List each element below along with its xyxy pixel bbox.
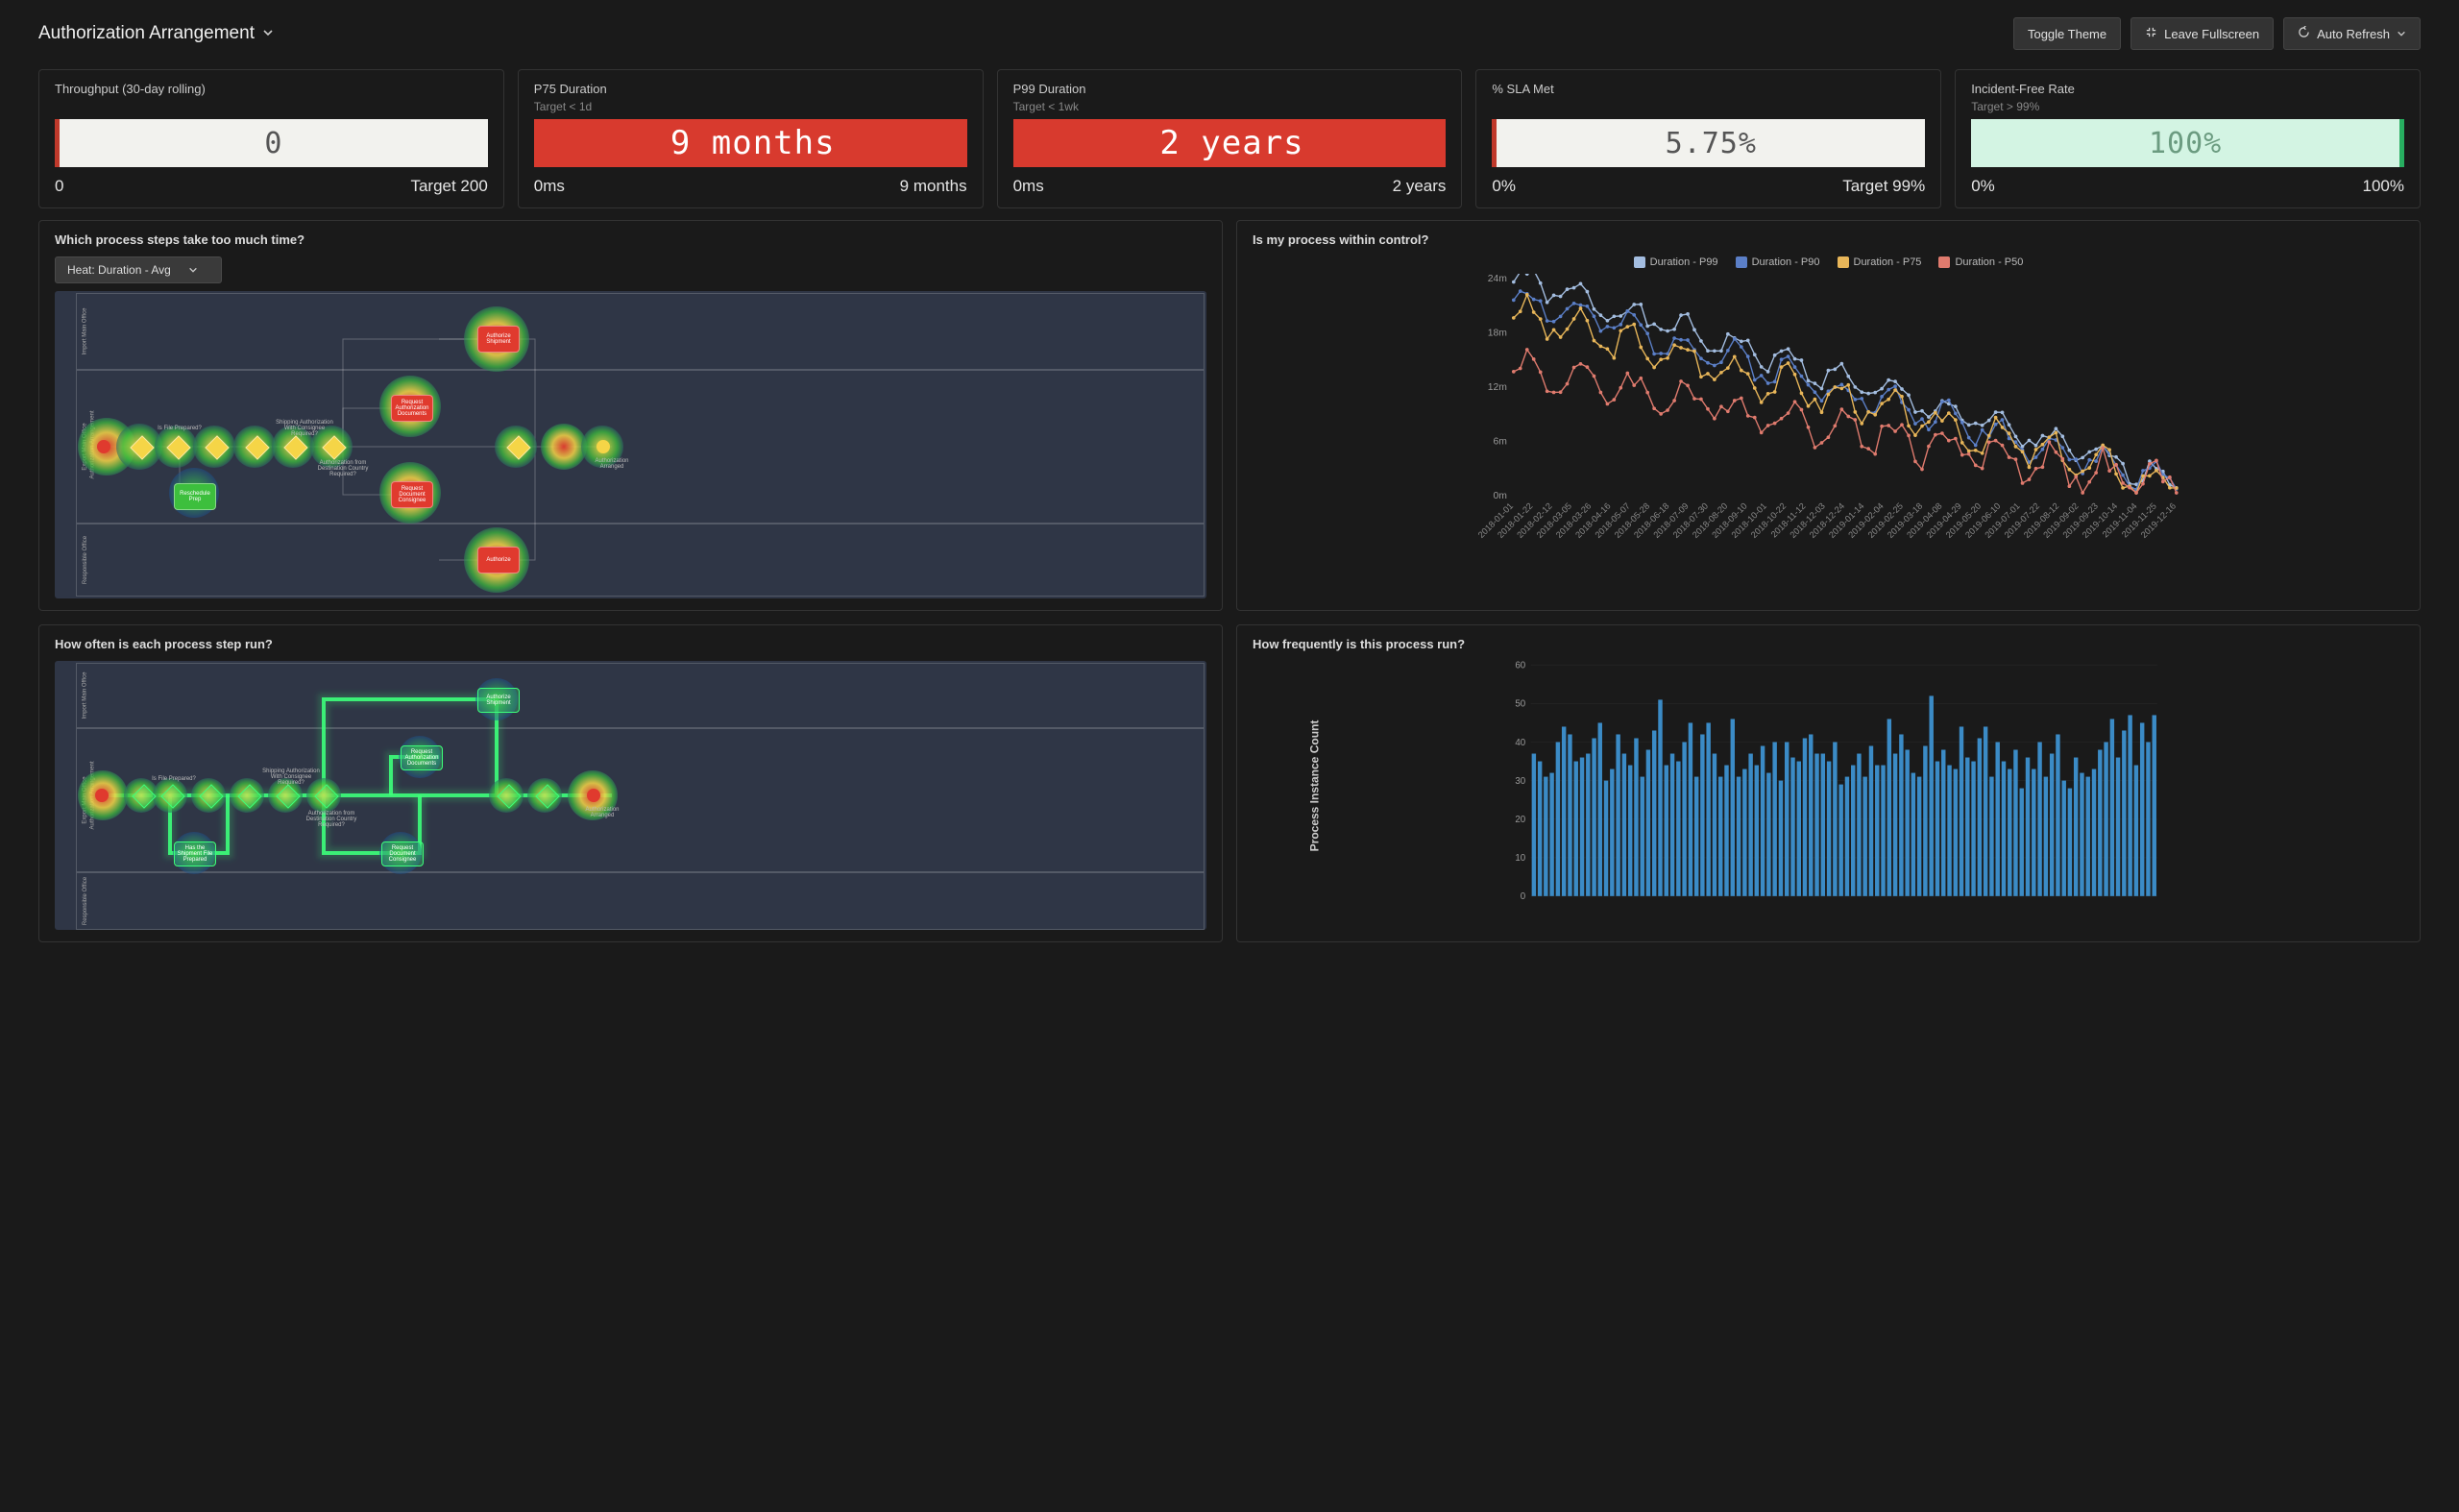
kpi-gauge: 100% [1971, 119, 2404, 167]
svg-text:12m: 12m [1488, 382, 1507, 393]
svg-text:40: 40 [1515, 738, 1525, 748]
panel-process-frequency-bars: How frequently is this process run? Proc… [1236, 624, 2421, 942]
kpi-card: Incident-Free Rate Target > 99% 100% 0%1… [1955, 69, 2421, 208]
kpi-target-note: Target < 1wk [1013, 100, 1447, 115]
kpi-scale: 0ms9 months [534, 177, 967, 196]
svg-text:18m: 18m [1488, 329, 1507, 339]
process-instance-bar-chart[interactable]: Process Instance Count 0 10 20 30 40 50 60 [1253, 661, 2404, 911]
kpi-scale: 0%Target 99% [1492, 177, 1925, 196]
bpmn-heatmap-diagram[interactable]: Authorization ArrangementImport Main Off… [55, 291, 1206, 598]
dashboard-title-dropdown[interactable]: Authorization Arrangement [38, 23, 274, 44]
fullscreen-exit-icon [2145, 26, 2157, 41]
bpmn-frequency-diagram[interactable]: Authorization ArrangementImport Main Off… [55, 661, 1206, 930]
chevron-down-icon [188, 265, 198, 275]
leave-fullscreen-label: Leave Fullscreen [2164, 27, 2259, 41]
kpi-title: Incident-Free Rate [1971, 82, 2404, 96]
svg-text:20: 20 [1515, 815, 1525, 825]
kpi-title: P99 Duration [1013, 82, 1447, 96]
duration-percentile-chart[interactable]: 24m18m12m6m0m2018-01-012018-01-222018-02… [1253, 274, 2404, 562]
svg-text:0: 0 [1521, 891, 1526, 902]
toggle-theme-label: Toggle Theme [2028, 27, 2106, 41]
kpi-gauge: 2 years [1013, 119, 1447, 167]
chevron-down-icon [2397, 27, 2406, 41]
kpi-card: % SLA Met 5.75% 0%Target 99% [1475, 69, 1941, 208]
kpi-target-note [1492, 100, 1925, 115]
kpi-scale: 0ms2 years [1013, 177, 1447, 196]
kpi-scale: 0%100% [1971, 177, 2404, 196]
svg-text:6m: 6m [1493, 437, 1506, 448]
kpi-gauge: 5.75% [1492, 119, 1925, 167]
svg-text:60: 60 [1515, 661, 1525, 671]
chevron-down-icon [262, 27, 274, 41]
panel-control-chart: Is my process within control? Duration -… [1236, 220, 2421, 611]
kpi-title: % SLA Met [1492, 82, 1925, 96]
kpi-card: P99 Duration Target < 1wk 2 years 0ms2 y… [997, 69, 1463, 208]
kpi-title: Throughput (30-day rolling) [55, 82, 488, 96]
svg-text:10: 10 [1515, 853, 1525, 864]
select-label: Heat: Duration - Avg [67, 263, 171, 277]
heatmap-metric-select[interactable]: Heat: Duration - Avg [55, 256, 222, 283]
svg-text:24m: 24m [1488, 274, 1507, 284]
kpi-gauge: 0 [55, 119, 488, 167]
kpi-gauge: 9 months [534, 119, 967, 167]
kpi-scale: 0Target 200 [55, 177, 488, 196]
refresh-icon [2298, 26, 2310, 41]
svg-text:50: 50 [1515, 699, 1525, 710]
kpi-title: P75 Duration [534, 82, 967, 96]
leave-fullscreen-button[interactable]: Leave Fullscreen [2130, 17, 2274, 50]
svg-text:0m: 0m [1493, 491, 1506, 501]
kpi-target-note: Target > 99% [1971, 100, 2404, 115]
panel-title: Is my process within control? [1253, 232, 2404, 247]
auto-refresh-label: Auto Refresh [2317, 27, 2390, 41]
panel-title: Which process steps take too much time? [55, 232, 1206, 247]
y-axis-label: Process Instance Count [1307, 720, 1321, 852]
panel-title: How often is each process step run? [55, 637, 1206, 651]
panel-step-frequency-heatmap: How often is each process step run? Auth… [38, 624, 1223, 942]
kpi-target-note [55, 100, 488, 115]
chart-legend: Duration - P99Duration - P90Duration - P… [1253, 256, 2404, 268]
auto-refresh-button[interactable]: Auto Refresh [2283, 17, 2421, 50]
kpi-card: P75 Duration Target < 1d 9 months 0ms9 m… [518, 69, 984, 208]
panel-process-duration-heatmap: Which process steps take too much time? … [38, 220, 1223, 611]
toggle-theme-button[interactable]: Toggle Theme [2013, 17, 2121, 50]
panel-title: How frequently is this process run? [1253, 637, 2404, 651]
dashboard-title: Authorization Arrangement [38, 23, 255, 44]
svg-text:30: 30 [1515, 776, 1525, 787]
kpi-target-note: Target < 1d [534, 100, 967, 115]
kpi-card: Throughput (30-day rolling) 0 0Target 20… [38, 69, 504, 208]
